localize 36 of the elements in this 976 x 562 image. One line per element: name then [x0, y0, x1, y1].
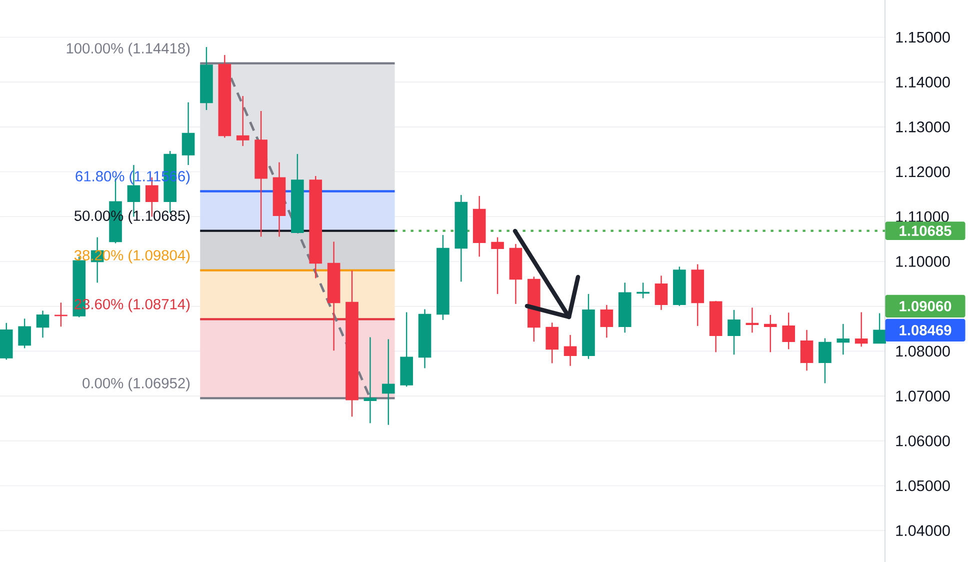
text: 1.09060: [900, 300, 952, 312]
candlestick: [818, 338, 832, 384]
candlestick: [728, 309, 740, 356]
candlestick: [36, 310, 50, 338]
candlestick: [873, 312, 886, 344]
candlestick: [18, 318, 31, 349]
ref-line-label: 0.00% (1.06952): [82, 378, 190, 392]
candlestick: [600, 304, 614, 338]
candlestick: [854, 312, 868, 348]
candlestick: [236, 95, 250, 147]
y-tick-label: 1.05000: [896, 480, 950, 492]
candlestick: [491, 236, 504, 295]
candlestick: [182, 102, 195, 166]
candlestick: [364, 336, 377, 424]
ref-line-label: 100.00% (1.14418): [66, 42, 190, 56]
y-tick-label: 1.14000: [896, 76, 950, 88]
y-tick-label: 1.08000: [896, 346, 950, 357]
candlestick: [746, 307, 759, 334]
y-tick-label: 1.10000: [896, 256, 950, 267]
y-tick-label: 1.13000: [896, 122, 950, 132]
candlestick: [836, 323, 850, 356]
candlestick: [764, 314, 777, 353]
candlestick: [546, 322, 559, 364]
candlestick: [800, 329, 814, 372]
y-tick-label: 1.15000: [896, 32, 950, 43]
y-tick-label: 1.07000: [896, 390, 950, 402]
candlestick: [564, 334, 577, 367]
text: 1.08469: [900, 324, 952, 336]
candlestick: [654, 275, 668, 311]
y-tick-label: 1.12000: [896, 166, 950, 178]
candlestick: [782, 312, 795, 350]
y-tick-label: 1.11000: [896, 211, 949, 222]
ref-line-label: 1.10685: [900, 226, 952, 236]
y-tick-label: 1.06000: [896, 435, 950, 446]
candlestick: [382, 338, 395, 426]
y-tick-label: 1.04000: [896, 525, 950, 536]
